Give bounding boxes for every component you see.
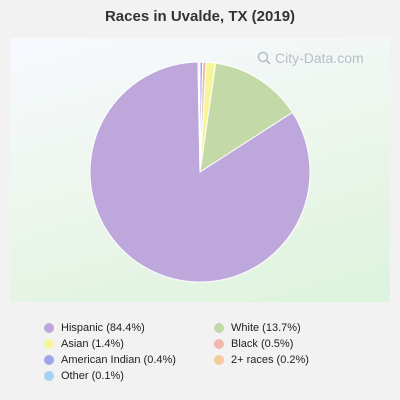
- legend-item: Asian (1.4%): [44, 336, 214, 351]
- legend-swatch: [44, 370, 54, 381]
- legend-label: American Indian (0.4%): [61, 353, 176, 366]
- chart-title: Races in Uvalde, TX (2019): [104, 8, 296, 25]
- legend-item: Hispanic (84.4%): [44, 320, 214, 335]
- legend-swatch: [214, 354, 224, 365]
- legend: Hispanic (84.4%) White (13.7%) Asian (1.4%…: [44, 320, 384, 383]
- pie-slice: [198, 61, 201, 173]
- legend-label: Hispanic (84.4%): [61, 321, 145, 334]
- legend-item: White (13.7%): [214, 320, 384, 335]
- legend-item: American Indian (0.4%): [44, 352, 214, 367]
- watermark: City-Data.com: [257, 50, 364, 66]
- search-icon: [257, 51, 271, 65]
- legend-item: Black (0.5%): [214, 336, 384, 351]
- legend-label: 2+ races (0.2%): [231, 353, 309, 366]
- pie-slice: [199, 62, 294, 174]
- legend-item: 2+ races (0.2%): [214, 352, 384, 367]
- legend-item: Other (0.1%): [44, 368, 214, 383]
- legend-label: Other (0.1%): [61, 369, 124, 382]
- legend-swatch: [44, 322, 54, 333]
- legend-swatch: [44, 354, 54, 365]
- legend-swatch: [44, 338, 54, 349]
- legend-label: Black (0.5%): [231, 337, 294, 350]
- legend-swatch: [214, 322, 224, 333]
- legend-swatch: [214, 338, 224, 349]
- watermark-text: City-Data.com: [275, 50, 364, 66]
- legend-label: Asian (1.4%): [61, 337, 124, 350]
- legend-label: White (13.7%): [231, 321, 301, 334]
